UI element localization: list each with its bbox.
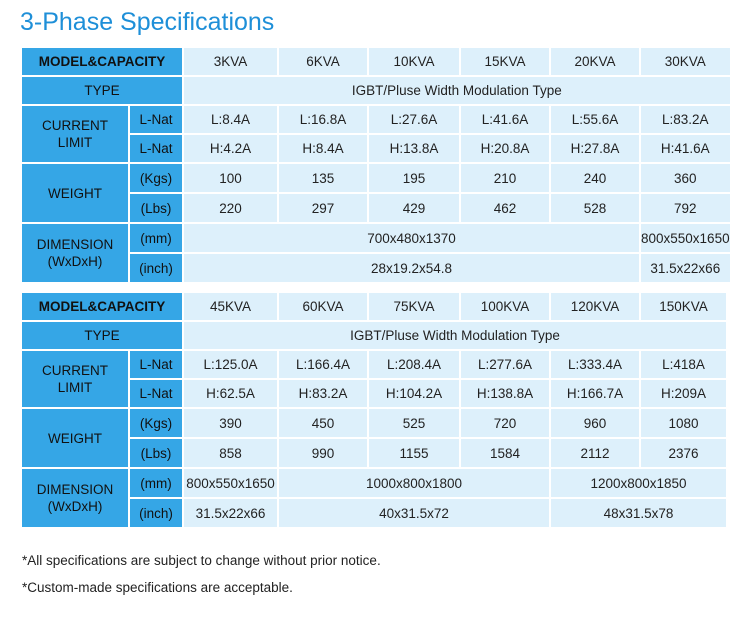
kgs-cell: 100 [184,164,277,192]
model-cell: 75KVA [369,293,459,320]
current-h-cell: H:27.8A [551,135,639,162]
dimension-mm-cell: 1000x800x1800 [279,469,549,497]
current-l-cell: L:333.4A [551,351,639,378]
dimension-mm-cell: 800x550x1650 [184,469,277,497]
dimension-label: DIMENSION (WxDxH) [22,469,128,527]
current-l-cell: L:166.4A [279,351,367,378]
mm-label: (mm) [130,469,182,497]
current-h-cell: H:41.6A [641,135,730,162]
lbs-cell: 858 [184,439,277,467]
lbs-cell: 990 [279,439,367,467]
model-cell: 10KVA [369,48,459,75]
lbs-cell: 2112 [551,439,639,467]
type-value: IGBT/Pluse Width Modulation Type [184,322,726,349]
lbs-cell: 220 [184,194,277,222]
dimension-mm-cell: 700x480x1370 [184,224,639,252]
current-l-cell: L:418A [641,351,726,378]
weight-label: WEIGHT [22,164,128,222]
kgs-cell: 450 [279,409,367,437]
kgs-cell: 240 [551,164,639,192]
model-cell: 120KVA [551,293,639,320]
current-l-cell: L:277.6A [461,351,549,378]
type-value: IGBT/Pluse Width Modulation Type [184,77,730,104]
current-h-cell: H:104.2A [369,380,459,407]
dimension-inch-cell: 40x31.5x72 [279,499,549,527]
current-h-cell: H:13.8A [369,135,459,162]
current-h-cell: H:166.7A [551,380,639,407]
current-h-cell: H:20.8A [461,135,549,162]
lnat-label: L-Nat [130,380,182,407]
footnote: *All specifications are subject to chang… [22,553,381,568]
mm-label: (mm) [130,224,182,252]
current-h-cell: H:4.2A [184,135,277,162]
kgs-cell: 360 [641,164,730,192]
dimension-inch-cell: 48x31.5x78 [551,499,726,527]
kgs-cell: 960 [551,409,639,437]
dimension-inch-cell: 28x19.2x54.8 [184,254,639,282]
current-l-cell: L:83.2A [641,106,730,133]
kgs-cell: 1080 [641,409,726,437]
model-cell: 100KVA [461,293,549,320]
lbs-cell: 297 [279,194,367,222]
model-cell: 6KVA [279,48,367,75]
lbs-cell: 429 [369,194,459,222]
footnote: *Custom-made specifications are acceptab… [22,580,293,595]
dimension-label: DIMENSION (WxDxH) [22,224,128,282]
dimension-inch-cell: 31.5x22x66 [184,499,277,527]
kgs-label: (Kgs) [130,164,182,192]
current-l-cell: L:125.0A [184,351,277,378]
kgs-cell: 390 [184,409,277,437]
kgs-cell: 135 [279,164,367,192]
current-h-cell: H:209A [641,380,726,407]
current-limit-label: CURRENT LIMIT [22,106,128,162]
lbs-label: (Lbs) [130,194,182,222]
dimension-mm-cell: 800x550x1650 [641,224,730,252]
model-capacity-label: MODEL&CAPACITY [22,293,182,320]
model-cell: 30KVA [641,48,730,75]
type-label: TYPE [22,77,182,104]
lbs-cell: 528 [551,194,639,222]
current-l-cell: L:208.4A [369,351,459,378]
model-cell: 150KVA [641,293,726,320]
model-cell: 20KVA [551,48,639,75]
current-l-cell: L:27.6A [369,106,459,133]
current-h-cell: H:138.8A [461,380,549,407]
current-l-cell: L:41.6A [461,106,549,133]
current-l-cell: L:8.4A [184,106,277,133]
lnat-label: L-Nat [130,351,182,378]
spec-table-2: MODEL&CAPACITY 45KVA 60KVA 75KVA 100KVA … [20,291,728,529]
dimension-mm-cell: 1200x800x1850 [551,469,726,497]
current-l-cell: L:16.8A [279,106,367,133]
dimension-inch-cell: 31.5x22x66 [641,254,730,282]
model-cell: 60KVA [279,293,367,320]
model-cell: 3KVA [184,48,277,75]
lbs-cell: 462 [461,194,549,222]
model-cell: 45KVA [184,293,277,320]
current-l-cell: L:55.6A [551,106,639,133]
kgs-label: (Kgs) [130,409,182,437]
kgs-cell: 720 [461,409,549,437]
kgs-cell: 525 [369,409,459,437]
current-h-cell: H:62.5A [184,380,277,407]
inch-label: (inch) [130,499,182,527]
model-cell: 15KVA [461,48,549,75]
lnat-label: L-Nat [130,106,182,133]
lnat-label: L-Nat [130,135,182,162]
model-capacity-label: MODEL&CAPACITY [22,48,182,75]
weight-label: WEIGHT [22,409,128,467]
current-h-cell: H:8.4A [279,135,367,162]
lbs-cell: 2376 [641,439,726,467]
lbs-cell: 1155 [369,439,459,467]
current-limit-label: CURRENT LIMIT [22,351,128,407]
type-label: TYPE [22,322,182,349]
kgs-cell: 195 [369,164,459,192]
lbs-cell: 1584 [461,439,549,467]
kgs-cell: 210 [461,164,549,192]
spec-table-1: MODEL&CAPACITY 3KVA 6KVA 10KVA 15KVA 20K… [20,46,732,284]
lbs-label: (Lbs) [130,439,182,467]
page-title: 3-Phase Specifications [20,8,275,36]
current-h-cell: H:83.2A [279,380,367,407]
lbs-cell: 792 [641,194,730,222]
inch-label: (inch) [130,254,182,282]
